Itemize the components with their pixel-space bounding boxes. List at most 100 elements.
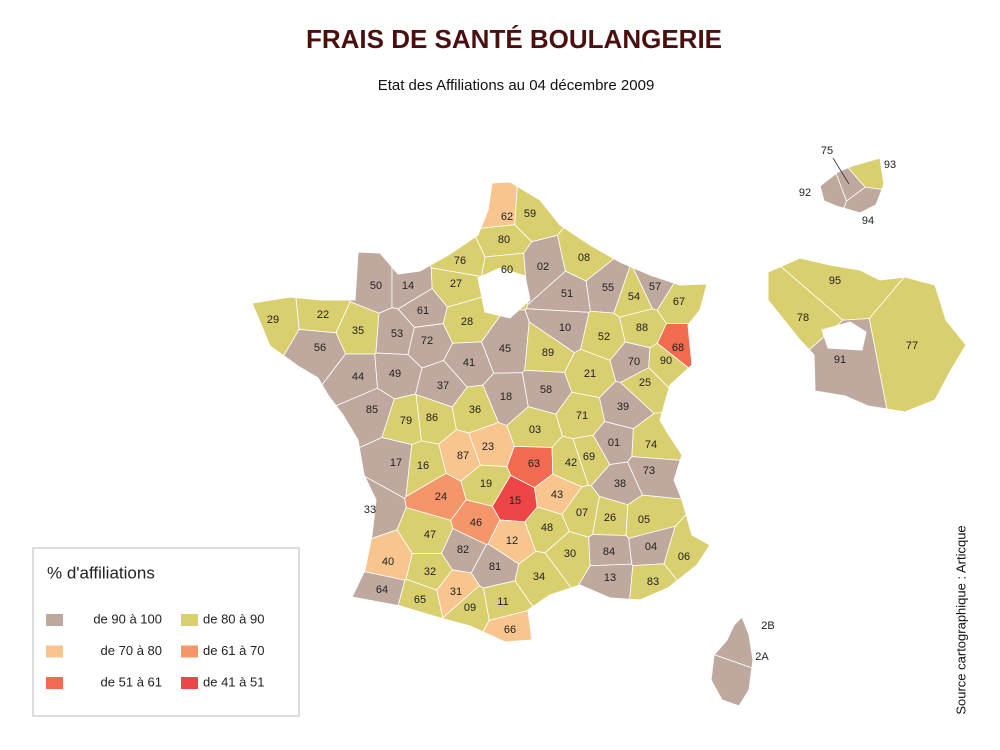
department-label: 43 [551, 489, 563, 501]
department-label: 91 [834, 354, 846, 366]
department-label: 29 [267, 314, 279, 326]
department-label: 79 [400, 415, 412, 427]
department-label: 36 [469, 404, 481, 416]
department [768, 318, 889, 412]
department-label: 84 [603, 546, 615, 558]
department-label: 66 [504, 624, 516, 636]
department [282, 182, 393, 314]
department-label: 09 [464, 602, 476, 614]
department-label: 80 [498, 234, 510, 246]
department-label: 76 [454, 255, 466, 267]
department-label: 59 [524, 208, 536, 220]
region-outline [251, 181, 711, 643]
department-label: 32 [424, 566, 436, 578]
legend-swatch [46, 645, 63, 658]
legend-swatch [46, 677, 63, 689]
legend-label: de 70 à 80 [101, 643, 162, 658]
department-label: 88 [636, 322, 648, 334]
department-label: 07 [576, 507, 588, 519]
department-label: 73 [643, 465, 655, 477]
department-label: 68 [672, 342, 684, 354]
department [624, 563, 710, 642]
legend-label: de 51 à 61 [101, 674, 162, 689]
department-label: 2A [755, 651, 769, 663]
department-label: 19 [480, 478, 492, 490]
department-label: 21 [584, 368, 596, 380]
department-label: 70 [628, 356, 640, 368]
legend-box [32, 547, 300, 717]
department-label: 49 [389, 368, 401, 380]
department-label: 53 [391, 328, 403, 340]
department-label: 33 [364, 504, 376, 516]
department-label: 57 [649, 281, 661, 293]
legend-label: de 41 à 51 [203, 674, 264, 689]
legend-label: de 90 à 100 [93, 611, 162, 626]
department-label: 60 [501, 264, 513, 276]
department-label: 01 [608, 437, 620, 449]
department-label: 92 [799, 187, 811, 199]
department-label: 40 [382, 556, 394, 568]
legend-label: de 80 à 90 [203, 611, 264, 626]
department-label: 74 [645, 439, 657, 451]
department-label: 85 [366, 404, 378, 416]
department-label: 71 [576, 410, 588, 422]
department-label: 10 [559, 322, 571, 334]
region-outline [710, 616, 754, 707]
department-label: 44 [352, 371, 364, 383]
source: Source cartographique : Articque [953, 525, 968, 714]
legend-swatch [181, 677, 198, 689]
department-label: 12 [506, 535, 518, 547]
department-label: 27 [450, 278, 462, 290]
department-label: 94 [862, 215, 874, 227]
department [480, 252, 529, 311]
subtitle: Etat des Affiliations au 04 décembre 200… [378, 77, 655, 94]
department-label: 46 [470, 517, 482, 529]
department-label: 58 [540, 384, 552, 396]
department-label: 86 [426, 412, 438, 424]
department-label: 75 [821, 145, 833, 157]
department-label: 81 [489, 561, 501, 573]
department-label: 41 [463, 357, 475, 369]
department-label: 22 [317, 309, 329, 321]
department-label: 65 [414, 594, 426, 606]
title: FRAIS DE SANTÉ BOULANGERIE [306, 24, 722, 54]
leader-line [832, 157, 850, 185]
department-label: 03 [529, 424, 541, 436]
department-label: 56 [314, 342, 326, 354]
department-label: 37 [437, 380, 449, 392]
region-outline [767, 257, 967, 413]
department-label: 04 [645, 541, 657, 553]
legend-swatch [46, 614, 63, 626]
department-label: 55 [602, 282, 614, 294]
department-label: 11 [497, 596, 508, 608]
department-label: 02 [537, 261, 549, 273]
department [868, 258, 966, 412]
department-label: 25 [639, 377, 651, 389]
department-label: 28 [461, 316, 473, 328]
department-label: 54 [628, 291, 640, 303]
department-label: 30 [564, 548, 576, 560]
department-label: 14 [402, 280, 414, 292]
region-group [820, 158, 884, 213]
region-group [768, 258, 966, 412]
department-label: 35 [352, 325, 364, 337]
department-label: 72 [421, 335, 433, 347]
department-label: 08 [578, 252, 590, 264]
department [308, 529, 413, 581]
department-label: 77 [906, 340, 918, 352]
department-label: 06 [678, 551, 690, 563]
legend-label: de 61 à 70 [203, 643, 264, 658]
department-label: 69 [583, 451, 595, 463]
department-label: 51 [561, 288, 573, 300]
department-label: 82 [457, 544, 469, 556]
department-label: 78 [797, 312, 809, 324]
department-label: 18 [500, 391, 512, 403]
department-label: 34 [533, 571, 545, 583]
department-label: 63 [528, 458, 540, 470]
department-label: 61 [417, 305, 429, 317]
department-label: 90 [660, 355, 672, 367]
department-label: 2B [761, 620, 774, 632]
department-label: 93 [884, 159, 896, 171]
department-label: 31 [450, 586, 462, 598]
department-label: 42 [565, 457, 577, 469]
